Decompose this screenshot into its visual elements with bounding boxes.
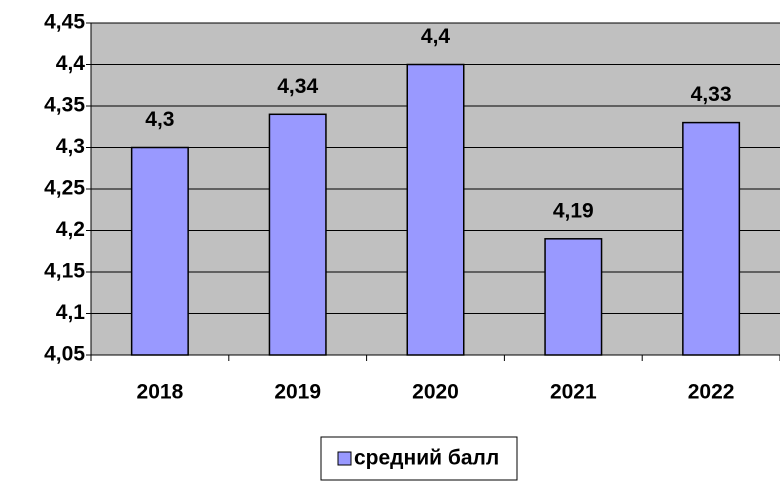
- x-tick-label: 2020: [412, 381, 459, 404]
- data-label: 4,4: [421, 25, 451, 48]
- data-label: 4,3: [145, 108, 174, 131]
- legend-marker: [337, 451, 352, 466]
- x-tick-label: 2021: [550, 381, 597, 404]
- legend-box: [320, 436, 518, 481]
- x-tick-label: 2018: [137, 381, 184, 404]
- y-tick-label: 4,25: [44, 177, 85, 200]
- x-tick-label: 2022: [688, 381, 735, 404]
- y-tick-label: 4,3: [56, 135, 85, 158]
- bar: [130, 146, 189, 356]
- bar: [544, 238, 603, 356]
- y-tick-label: 4,15: [44, 260, 85, 283]
- y-tick-label: 4,45: [44, 11, 85, 34]
- legend-label: средний балл: [354, 447, 499, 470]
- y-tick-label: 4,05: [44, 343, 85, 366]
- bar: [268, 113, 327, 356]
- data-label: 4,34: [277, 75, 318, 98]
- y-tick-label: 4,35: [44, 94, 85, 117]
- data-label: 4,19: [553, 199, 594, 222]
- bar: [406, 63, 465, 356]
- y-tick-label: 4,2: [56, 218, 85, 241]
- x-tick-label: 2019: [274, 381, 321, 404]
- data-label: 4,33: [691, 83, 732, 106]
- bar: [682, 121, 741, 356]
- y-tick-label: 4,4: [56, 52, 86, 75]
- y-tick-label: 4,1: [56, 301, 86, 324]
